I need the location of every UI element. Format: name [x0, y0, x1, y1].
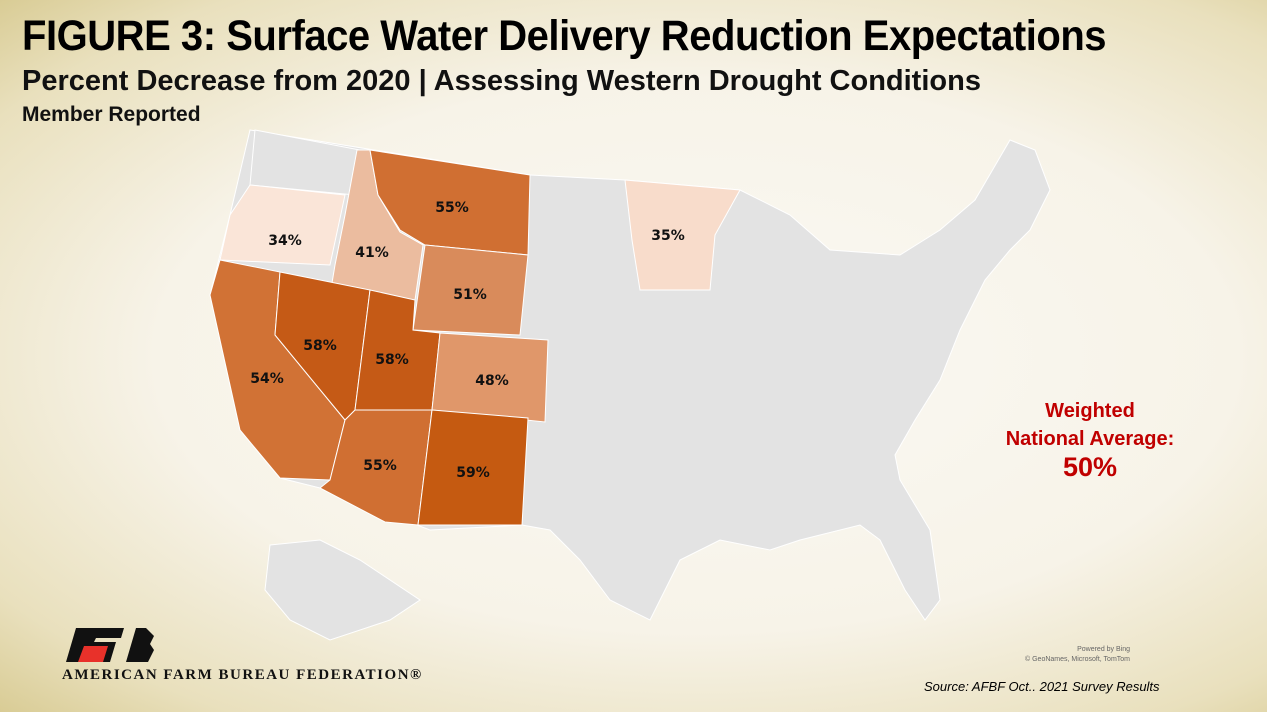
state-value-MT: 55% — [435, 200, 469, 216]
state-OR — [219, 184, 346, 266]
state-CO — [431, 332, 549, 423]
state-value-NM: 59% — [456, 465, 490, 481]
average-label-1: Weighted — [1045, 400, 1135, 422]
copyright: © GeoNames, Microsoft, TomTom — [1025, 656, 1130, 663]
state-value-NV: 58% — [303, 338, 337, 354]
average-value: 50% — [1062, 452, 1118, 482]
state-value-CO: 48% — [475, 373, 509, 389]
average-label-2: National Average: — [1005, 428, 1175, 450]
state-value-OR: 34% — [268, 233, 302, 249]
powered-by: Powered by Bing — [1077, 646, 1130, 653]
state-NM — [417, 409, 529, 526]
organization-name: AMERICAN FARM BUREAU FEDERATION® — [62, 667, 423, 683]
state-value-UT: 58% — [375, 352, 409, 368]
state-value-AZ: 55% — [363, 458, 397, 474]
national-average: Weighted National Average: 50% — [990, 397, 1190, 481]
state-MN — [624, 179, 741, 291]
state-value-MN: 35% — [651, 228, 685, 244]
source-note: Source: AFBF Oct.. 2021 Survey Results — [924, 679, 1160, 694]
figure-note: Member Reported — [22, 103, 201, 126]
alaska — [264, 539, 421, 641]
state-WA — [249, 129, 361, 196]
state-WY — [412, 244, 529, 336]
figure-subtitle: Percent Decrease from 2020 | Assessing W… — [22, 65, 981, 97]
state-value-ID: 41% — [355, 245, 389, 261]
state-value-CA: 54% — [250, 371, 284, 387]
state-value-WY: 51% — [453, 287, 487, 303]
figure-title: FIGURE 3: Surface Water Delivery Reducti… — [22, 12, 1107, 60]
map-attribution: Powered by Bing © GeoNames, Microsoft, T… — [1000, 645, 1130, 665]
afbf-logo-icon — [66, 628, 154, 662]
